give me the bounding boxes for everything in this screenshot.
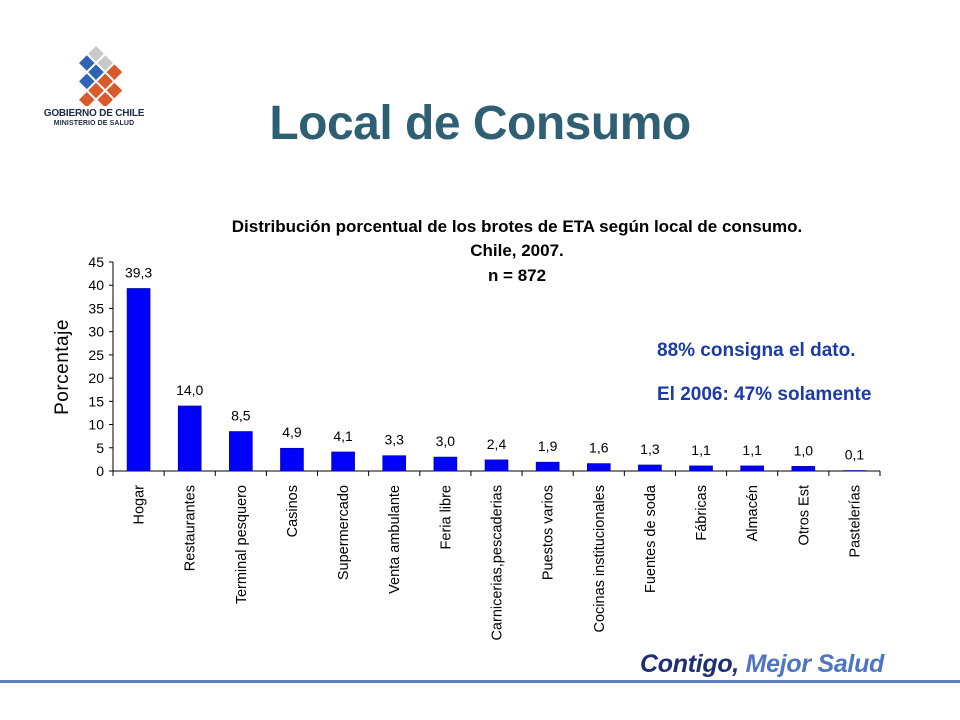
x-tick-label: Cocinas institucionales [592,485,608,633]
y-tick-label: 40 [88,277,104,293]
x-tick-label: Supermercado [336,485,352,580]
note-data-coverage: 88% consigna el dato. [657,340,856,361]
y-tick-label: 35 [88,300,104,316]
x-tick-label: Hogar [132,485,148,525]
bar-value-label: 0,1 [845,447,865,463]
slogan-part-1: Contigo, [640,650,739,678]
x-tick-label: Venta ambulante [387,485,403,594]
bar-value-label: 1,6 [589,440,609,456]
bar-value-label: 4,1 [333,428,353,444]
logo-mark-icon [79,46,123,106]
x-tick-label: Restaurantes [183,485,199,571]
government-logo: GOBIERNO DE CHILE MINISTERIO DE SALUD [38,40,168,140]
bar-value-label: 2,4 [487,436,507,452]
bar-value-label: 39,3 [125,264,152,280]
y-tick-label: 30 [88,324,104,340]
y-tick-label: 25 [88,347,104,363]
chart-title-line-3: n = 872 [488,266,546,285]
x-tick-label: Feria libre [438,485,454,549]
bar [126,288,151,472]
bar [433,456,458,472]
bar [177,405,202,472]
chart-title-line-1: Distribución porcentual de los brotes de… [232,217,803,236]
x-tick-label: Fuentes de soda [643,484,659,593]
x-tick-label: Fábricas [694,485,710,541]
bar [638,464,662,472]
bar-value-label: 1,1 [691,442,711,458]
slogan: Contigo, Mejor Salud [640,650,884,679]
y-tick-label: 10 [88,417,104,433]
x-tick-label: Terminal pesquero [234,485,250,604]
bar-value-label: 1,3 [640,441,660,457]
bar [331,451,355,472]
bar [740,465,764,472]
bar [842,470,867,472]
bar-value-label: 1,1 [742,442,762,458]
y-tick-label: 20 [88,370,104,386]
bar [382,455,407,472]
bar [535,461,560,472]
slogan-part-2: Mejor Salud [745,650,885,678]
y-tick-label: 5 [96,440,104,456]
bar-value-label: 4,9 [282,424,302,440]
bar [689,465,713,472]
x-tick-label: Casinos [285,485,301,537]
logo-text-ministerio: MINISTERIO DE SALUD [53,120,135,127]
y-tick-label: 15 [88,393,104,409]
x-tick-label: Pastelerías [847,485,863,558]
y-tick-label: 0 [96,463,104,479]
bar [229,431,253,472]
y-axis-label: Porcentaje [52,319,73,415]
x-tick-label: Otros Est [796,485,812,545]
bar-value-label: 1,0 [794,442,814,458]
bar-value-label: 8,5 [231,408,251,424]
page-title: Local de Consumo [269,97,691,150]
y-tick-label: 45 [88,254,104,270]
bar [484,459,509,472]
x-tick-label: Puestos varios [541,485,557,580]
bar-value-label: 3,0 [436,433,456,449]
bar-value-label: 1,9 [538,438,558,454]
x-tick-label: Almacén [745,485,761,541]
bar [280,447,304,472]
bar-value-label: 3,3 [384,432,404,448]
bar-value-label: 14,0 [176,382,203,398]
logo-text-gobierno: GOBIERNO DE CHILE [43,108,145,119]
bar [586,463,611,472]
chart-title-line-2: Chile, 2007. [470,241,564,260]
footer-divider [0,680,960,683]
x-tick-label: Carnicerias,pescaderias [490,485,506,641]
bar [791,466,816,472]
note-2006-comparison: El 2006: 47% solamente [657,384,872,405]
